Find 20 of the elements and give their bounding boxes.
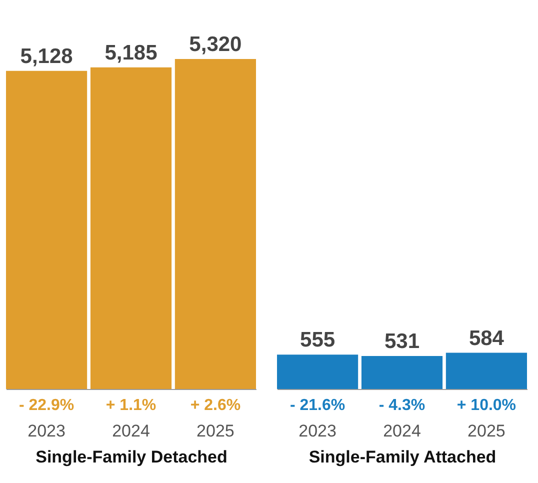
data-label: 555 [300,328,336,352]
data-label: 584 [468,326,504,350]
data-label: 5,128 [20,44,74,68]
text: - 22.9% [18,397,74,414]
data-label: 531 [384,330,420,354]
x-tick-label: 2024 [383,422,421,440]
x-tick-label: 2023 [28,422,66,440]
x-axis-title: Single-Family Attached [308,448,496,466]
text: + 10.0% [456,397,516,414]
text: + 2.6% [190,397,241,414]
text: + 1.1% [106,397,156,414]
x-tick-label: 2024 [112,422,150,440]
text: - 4.3% [378,397,426,414]
x-tick-label: 2025 [196,422,234,440]
x-tick-label: 2025 [468,422,506,440]
x-axis-title: Single-Family Detached [36,448,228,466]
x-tick-label: 2023 [298,422,336,440]
text: - 21.6% [290,397,346,414]
data-label: 5,320 [189,33,242,56]
data-label: 5,185 [104,41,158,64]
